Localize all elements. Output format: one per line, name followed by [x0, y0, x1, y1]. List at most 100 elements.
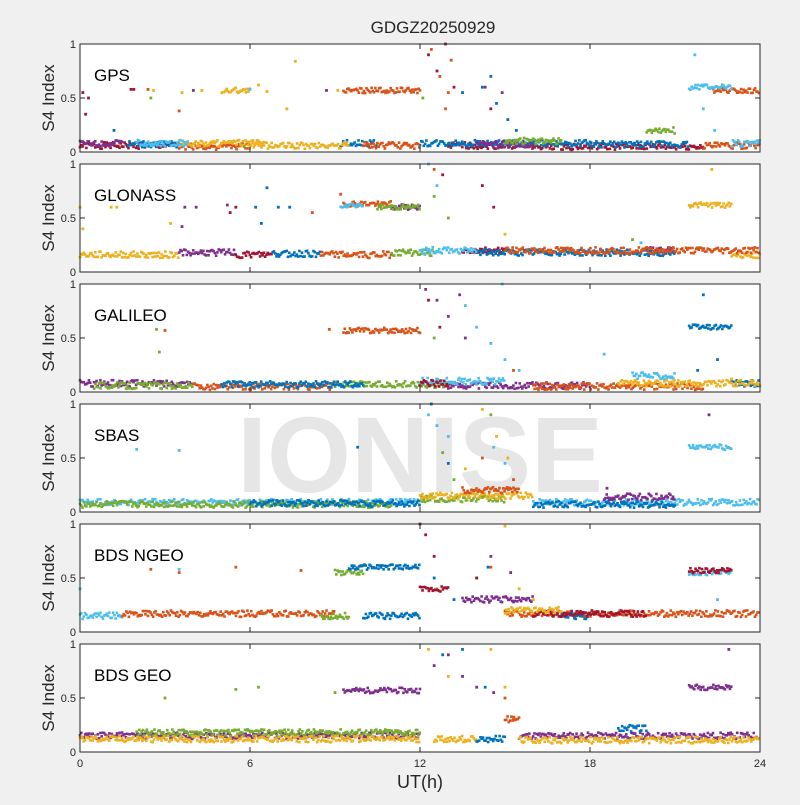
data-point [128, 616, 131, 619]
data-point [518, 369, 521, 372]
data-point [470, 247, 473, 250]
data-point [613, 141, 616, 144]
data-point [226, 204, 229, 207]
data-point [577, 142, 580, 145]
data-point [721, 205, 724, 208]
data-point [457, 142, 460, 145]
data-point [741, 503, 744, 506]
data-point [694, 84, 697, 87]
data-point [201, 140, 204, 143]
data-point [237, 505, 240, 508]
data-point [666, 145, 669, 148]
data-point [641, 371, 644, 374]
data-point [529, 252, 532, 255]
data-point [261, 388, 264, 391]
data-point [127, 387, 130, 390]
data-point [148, 387, 151, 390]
data-point [389, 200, 392, 203]
data-point [702, 383, 705, 386]
data-point [716, 383, 719, 386]
data-point [461, 384, 464, 387]
data-point [692, 444, 695, 447]
data-point [237, 610, 240, 613]
data-point [458, 293, 461, 296]
data-point [367, 143, 370, 146]
data-point [306, 250, 309, 253]
data-point [417, 143, 420, 146]
data-point [713, 129, 716, 132]
data-point [111, 386, 114, 389]
data-point [489, 107, 492, 110]
data-point [745, 500, 748, 503]
data-point [399, 147, 402, 150]
data-point [722, 252, 725, 255]
data-point [533, 247, 536, 250]
data-point [134, 502, 137, 505]
data-point [324, 505, 327, 508]
data-point [626, 492, 629, 495]
data-point [255, 614, 258, 617]
data-point [556, 145, 559, 148]
data-point [291, 143, 294, 146]
data-point [196, 145, 199, 148]
data-point [675, 250, 678, 253]
data-point [306, 611, 309, 614]
data-point [419, 89, 422, 92]
data-point [531, 145, 534, 148]
data-point [582, 147, 585, 150]
data-point [85, 505, 88, 508]
data-point [447, 246, 450, 249]
data-point [297, 147, 300, 150]
data-point [441, 451, 444, 454]
data-point [648, 247, 651, 250]
data-point [538, 386, 541, 389]
data-point [528, 613, 531, 616]
data-point [377, 90, 380, 93]
data-point [525, 387, 528, 390]
data-point [358, 91, 361, 94]
data-point [247, 251, 250, 254]
data-point [570, 383, 573, 386]
data-point [122, 252, 125, 255]
data-point [311, 255, 314, 258]
data-point [250, 256, 253, 259]
data-point [112, 504, 115, 507]
data-point [382, 250, 385, 253]
data-point [700, 499, 703, 502]
data-point [81, 91, 84, 94]
data-point [653, 503, 656, 506]
data-point [456, 493, 459, 496]
data-point [358, 385, 361, 388]
data-point [99, 250, 102, 253]
data-point [479, 254, 482, 257]
data-point [456, 383, 459, 386]
data-point [288, 142, 291, 145]
data-point [161, 140, 164, 143]
data-point [169, 385, 172, 388]
data-point [235, 615, 238, 618]
data-point [206, 250, 209, 253]
data-point [652, 252, 655, 255]
data-point [593, 145, 596, 148]
data-point [343, 499, 346, 502]
data-point [98, 382, 101, 385]
data-point [674, 504, 677, 507]
data-point [423, 498, 426, 501]
data-point [246, 609, 249, 612]
data-point [166, 387, 169, 390]
data-point [296, 614, 299, 617]
data-point [224, 504, 227, 507]
data-point [98, 614, 101, 617]
data-point [718, 202, 721, 205]
data-point [219, 386, 222, 389]
data-point [415, 88, 418, 91]
data-point [212, 383, 215, 386]
data-point [608, 251, 611, 254]
data-point [506, 246, 509, 249]
data-point [673, 132, 676, 135]
data-point [690, 387, 693, 390]
x-axis-label: UT(h) [397, 772, 443, 792]
data-point [504, 142, 507, 145]
data-point [306, 385, 309, 388]
